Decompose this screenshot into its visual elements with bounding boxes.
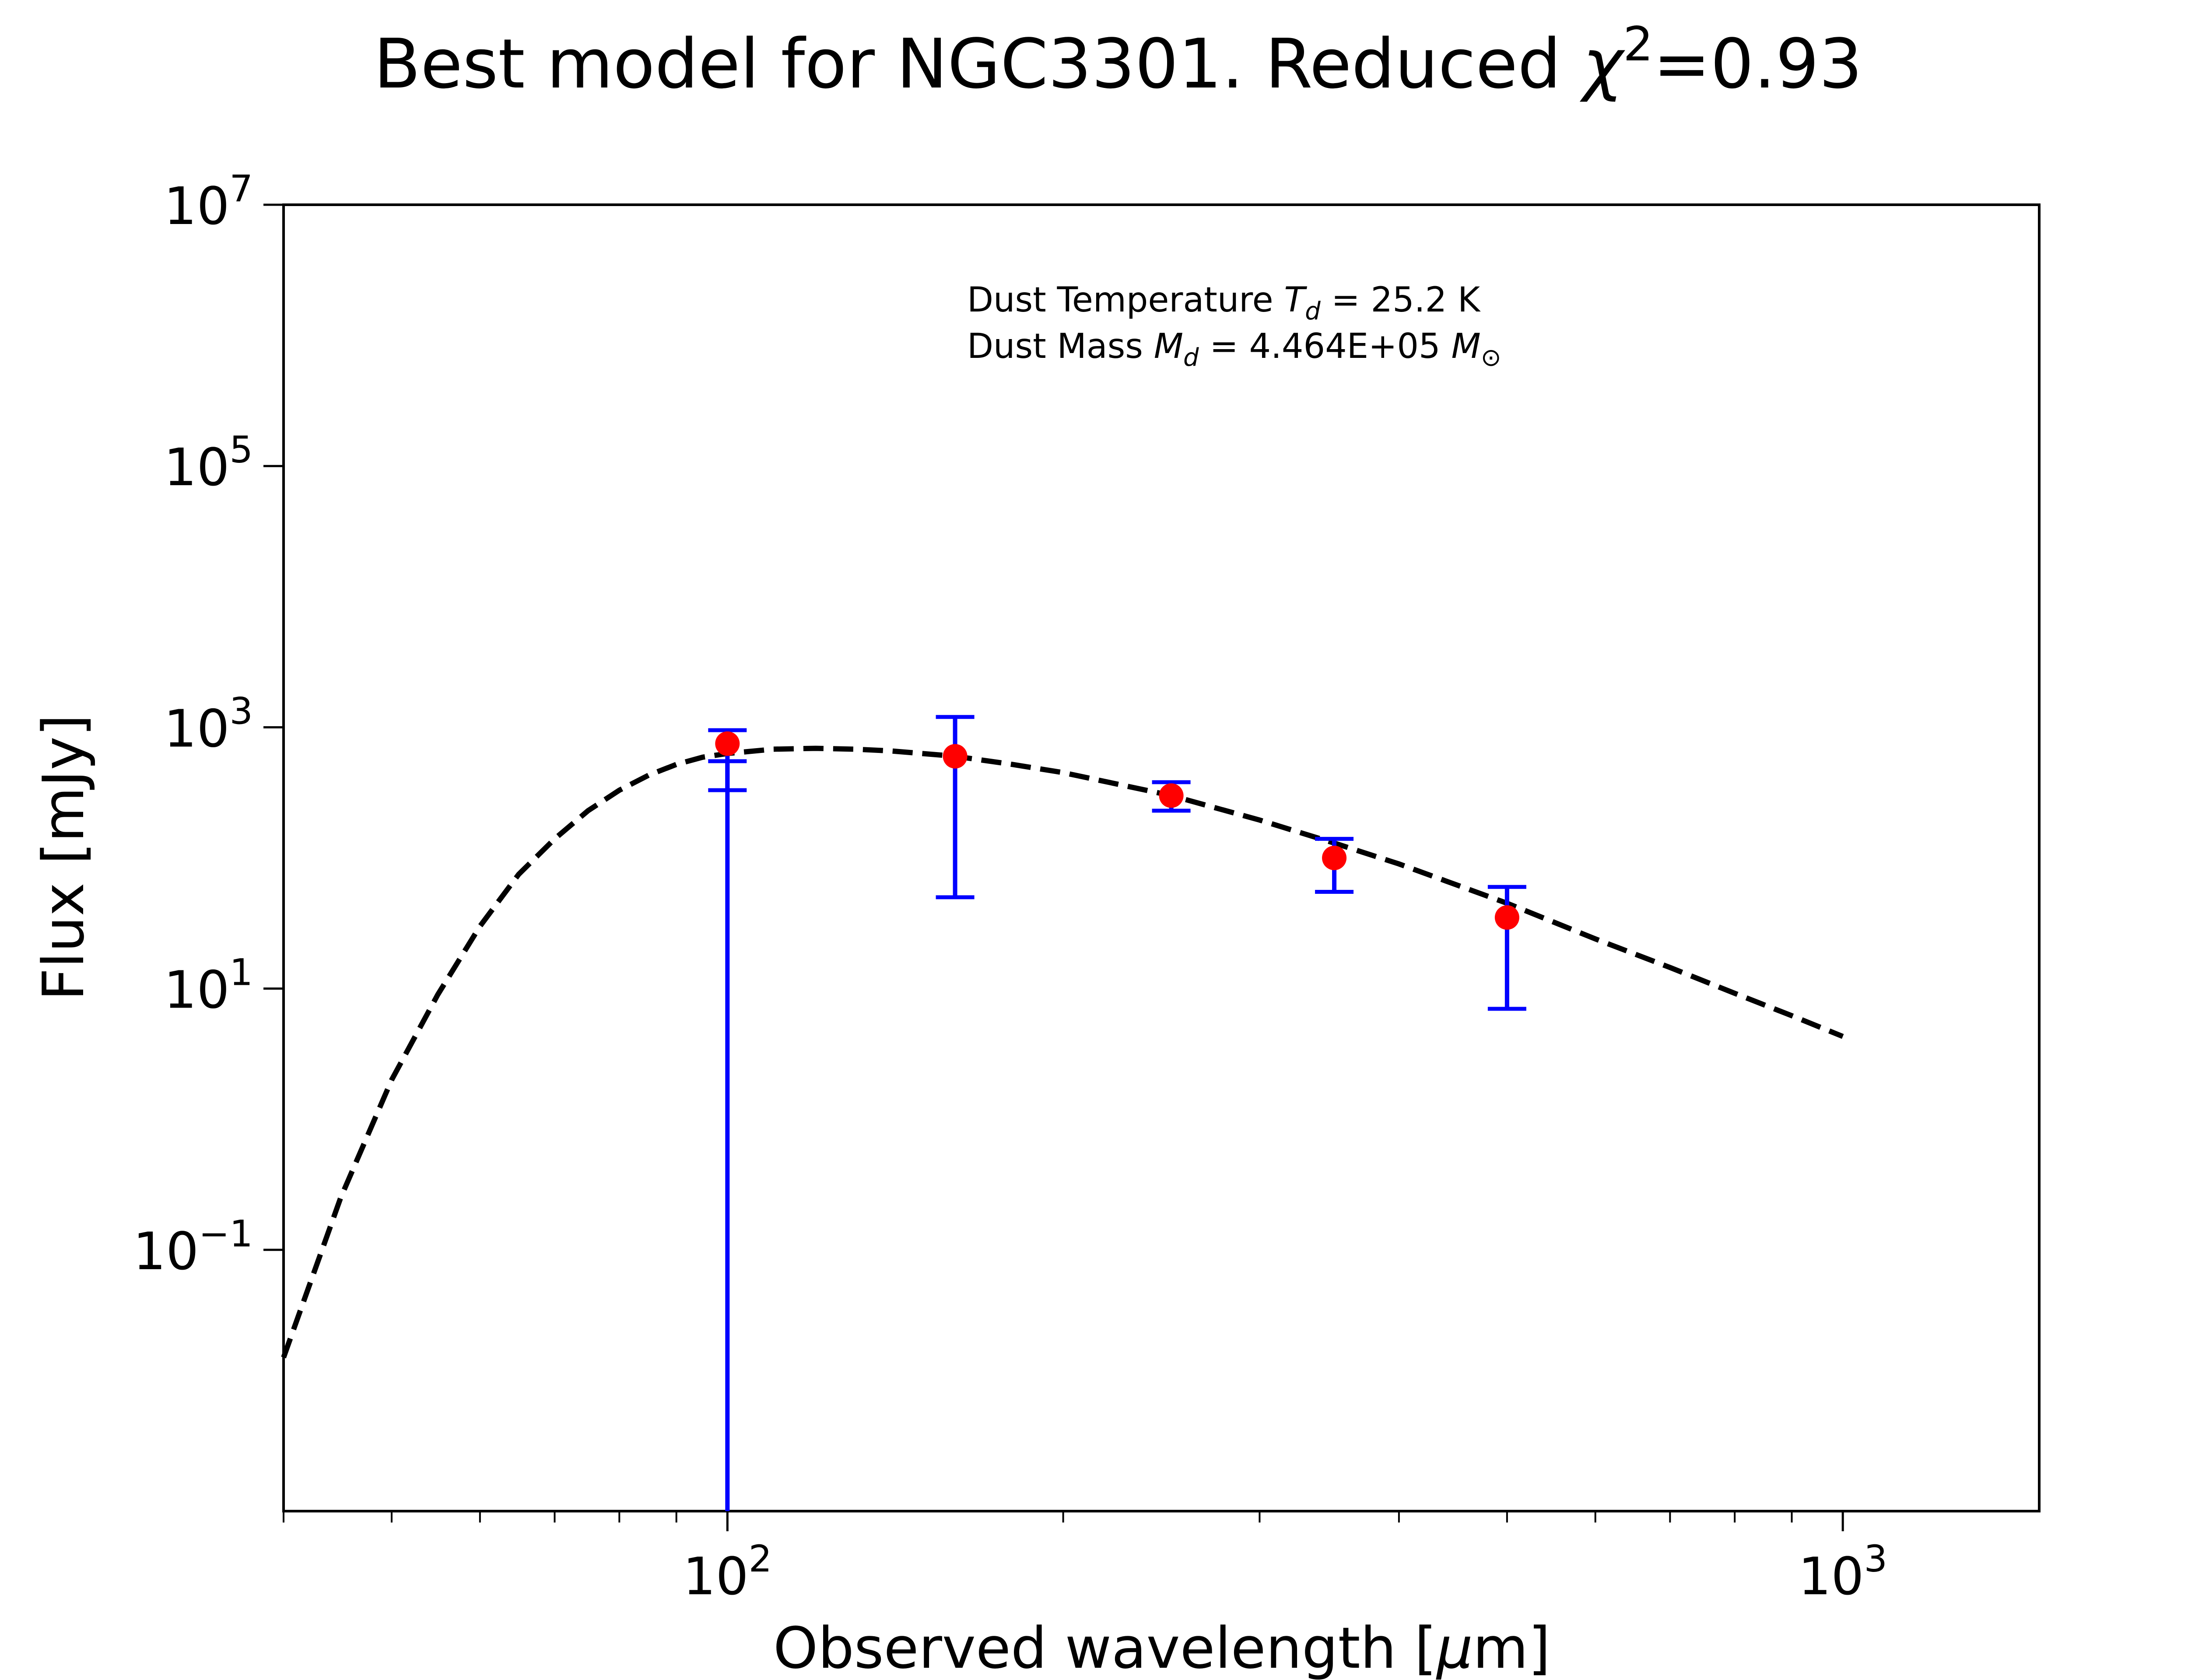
dust-mass-annotation: Dust Mass Md = 4.464E+05 M⊙ xyxy=(967,327,1501,372)
dust-temperature-annotation: Dust Temperature Td = 25.2 K xyxy=(967,280,1481,326)
model-curve xyxy=(281,746,1844,1358)
x-axis-label: Observed wavelength [μm] xyxy=(773,1615,1550,1680)
y-tick-label: 105 xyxy=(164,428,253,497)
x-tick-label: 103 xyxy=(1798,1537,1887,1606)
x-axis-ticks: 102 103 xyxy=(283,1511,1887,1606)
chart-title: Best model for NGC3301. Reduced χ2=0.93 xyxy=(374,17,1862,104)
y-axis-ticks: 10−1 101 103 105 107 xyxy=(133,167,284,1281)
plot-area xyxy=(282,203,2041,1512)
data-point xyxy=(715,731,740,756)
y-axis-label: Flux [mJy] xyxy=(30,714,97,1001)
data-point xyxy=(1322,846,1347,870)
data-point xyxy=(1159,783,1184,808)
errorbar-layer xyxy=(708,715,1526,1511)
data-point xyxy=(943,744,968,769)
data-point-layer xyxy=(715,731,1519,930)
data-point xyxy=(1494,905,1519,930)
y-tick-label: 10−1 xyxy=(133,1212,253,1281)
y-tick-label: 103 xyxy=(164,690,253,759)
x-tick-label: 102 xyxy=(683,1537,772,1606)
model-layer xyxy=(281,746,1844,1358)
y-tick-label: 101 xyxy=(164,951,253,1020)
y-tick-label: 107 xyxy=(164,167,253,236)
